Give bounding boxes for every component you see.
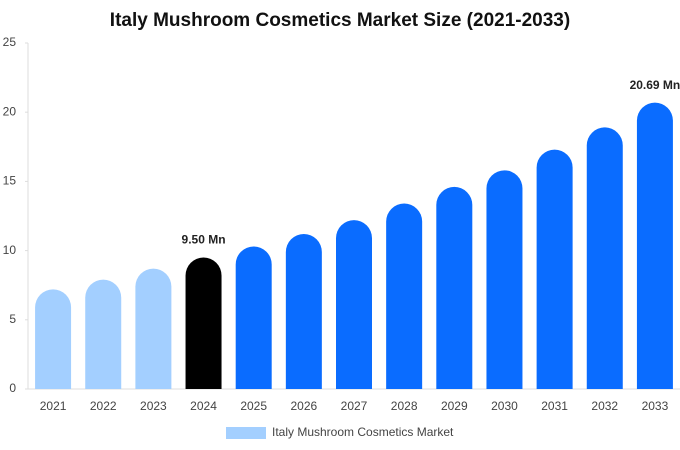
x-tick-label: 2027 (341, 399, 368, 413)
bar (586, 127, 623, 389)
x-tick-label: 2030 (491, 399, 518, 413)
x-tick-label: 2028 (391, 399, 418, 413)
y-tick-label: 0 (9, 381, 16, 395)
y-tick-label: 15 (3, 174, 17, 188)
x-tick-label: 2033 (642, 399, 669, 413)
bar (436, 186, 473, 389)
bar (636, 102, 673, 390)
bar (285, 233, 322, 389)
value-label: 9.50 Mn (182, 233, 226, 247)
x-tick-label: 2022 (90, 399, 117, 413)
legend-swatch (226, 427, 266, 439)
bar (486, 170, 523, 389)
y-tick-label: 25 (3, 35, 17, 49)
bar (386, 203, 423, 389)
x-tick-label: 2021 (40, 399, 67, 413)
bar (35, 289, 72, 389)
bar (185, 257, 222, 389)
x-tick-label: 2031 (541, 399, 568, 413)
chart-title: Italy Mushroom Cosmetics Market Size (20… (110, 10, 570, 31)
y-tick-label: 5 (9, 312, 16, 326)
x-tick-label: 2025 (240, 399, 267, 413)
legend-label: Italy Mushroom Cosmetics Market (272, 425, 454, 439)
bar (85, 279, 122, 389)
bar (336, 220, 372, 389)
value-label: 20.69 Mn (630, 78, 680, 92)
x-tick-label: 2023 (140, 399, 167, 413)
x-tick-label: 2032 (591, 399, 618, 413)
x-tick-label: 2029 (441, 399, 468, 413)
y-tick-label: 20 (3, 104, 17, 118)
x-tick-label: 2024 (190, 399, 217, 413)
bar (536, 149, 573, 389)
y-tick-label: 10 (3, 243, 17, 257)
bar (235, 246, 272, 389)
x-tick-label: 2026 (290, 399, 317, 413)
bar (135, 268, 172, 389)
